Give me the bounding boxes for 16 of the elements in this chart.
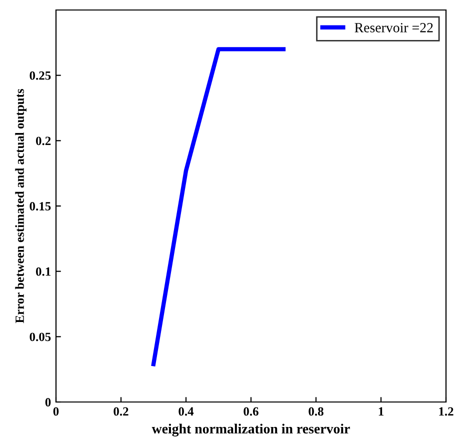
- y-tick-label: 0.05: [30, 332, 51, 342]
- x-tick-label: 0.4: [178, 407, 194, 416]
- x-axis-title: weight normalization in reservoir: [152, 424, 350, 436]
- y-tick-label: 0.25: [30, 71, 51, 80]
- x-tick-label: 0: [53, 407, 59, 416]
- x-tick-label: 1.2: [439, 407, 454, 416]
- x-tick-label: 0.2: [114, 407, 128, 416]
- y-axis-title: Error between estimated and actual outputs: [15, 89, 26, 324]
- legend-label: Reservoir =22: [354, 23, 433, 32]
- y-tick-label: 0.2: [36, 136, 51, 146]
- x-tick-label: 0.8: [308, 407, 324, 416]
- y-tick-label: 0.1: [36, 267, 50, 276]
- y-tick-label: 0: [45, 398, 51, 406]
- x-tick-label: 1: [378, 407, 384, 416]
- x-tick-label: 0.6: [244, 407, 258, 416]
- y-tick-label: 0.15: [30, 202, 51, 211]
